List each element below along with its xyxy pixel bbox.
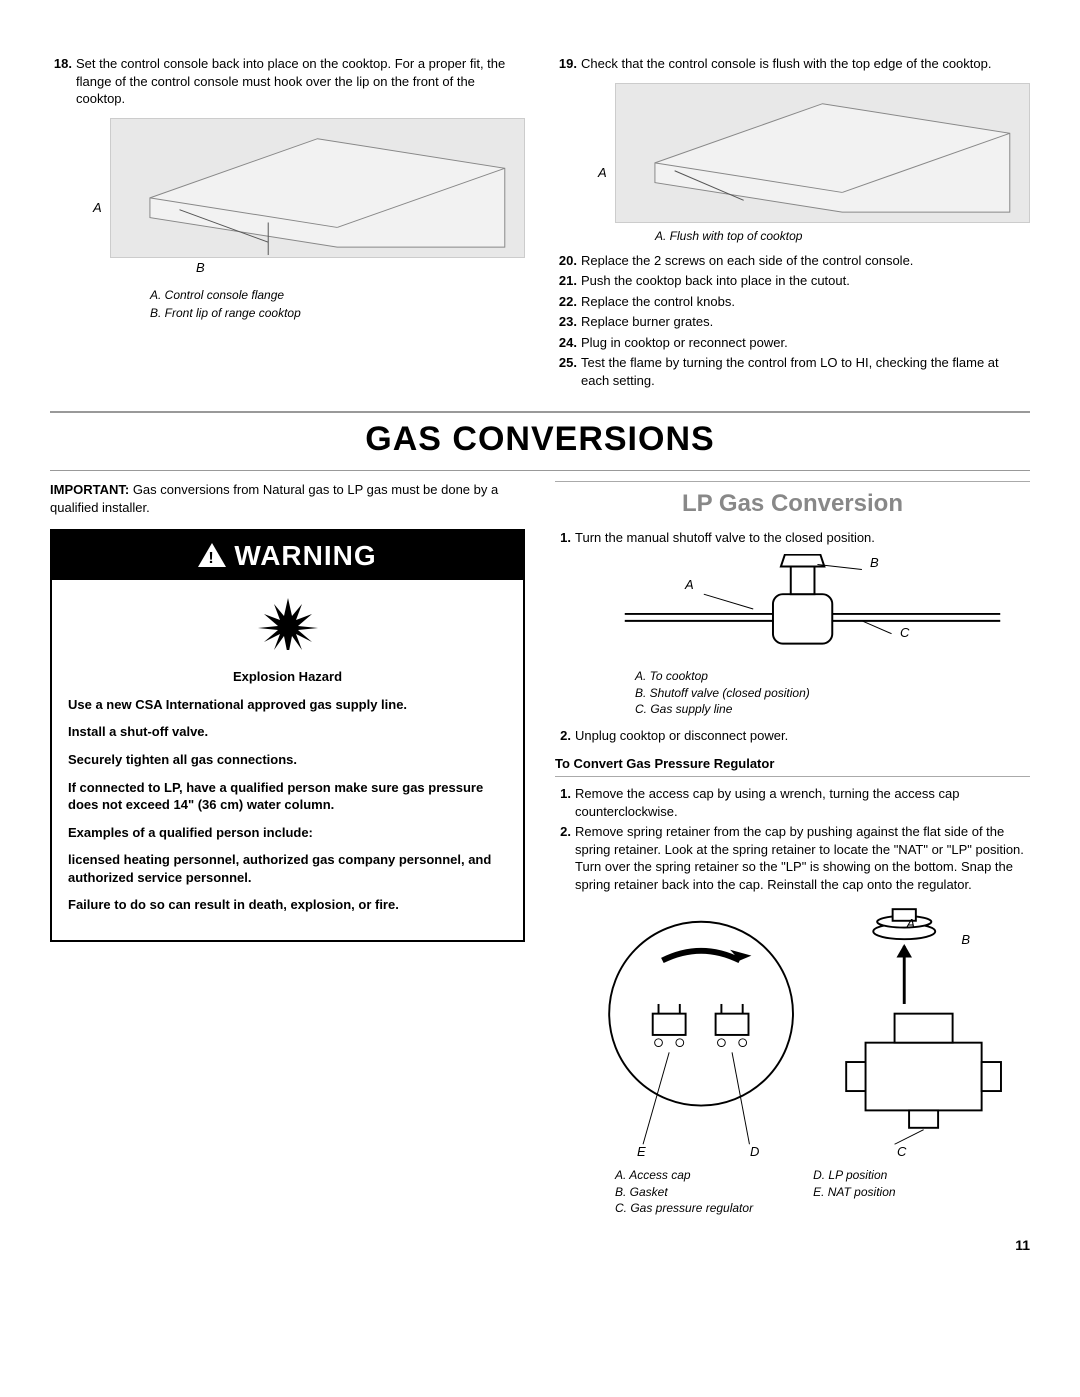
step-text: Turn the manual shutoff valve to the clo… xyxy=(575,529,1030,547)
fig-caption-a: A. Control console flange xyxy=(150,287,525,303)
step-num: 23. xyxy=(555,313,581,331)
step-25: 25.Test the flame by turning the control… xyxy=(555,354,1030,389)
lower-columns: IMPORTANT: Gas conversions from Natural … xyxy=(50,481,1030,1215)
step-23: 23.Replace burner grates. xyxy=(555,313,1030,331)
step-24: 24.Plug in cooktop or reconnect power. xyxy=(555,334,1030,352)
warning-line: Examples of a qualified person include: xyxy=(68,824,507,842)
step-20: 20.Replace the 2 screws on each side of … xyxy=(555,252,1030,270)
fig-label-a: A xyxy=(685,576,694,594)
thin-divider xyxy=(50,470,1030,471)
warning-line: Use a new CSA International approved gas… xyxy=(68,696,507,714)
page-number: 11 xyxy=(50,1236,1030,1255)
fig2-caption-b: B. Shutoff valve (closed position) xyxy=(635,685,1030,701)
step-num: 2. xyxy=(555,727,575,745)
step-text: Remove the access cap by using a wrench,… xyxy=(575,785,1030,820)
fig2-caption-a: A. To cooktop xyxy=(635,668,1030,684)
fig-caption-b: B. Front lip of range cooktop xyxy=(150,305,525,321)
fig3-caption-e: E. NAT position xyxy=(813,1184,895,1200)
top-right-col: 19. Check that the control console is fl… xyxy=(555,55,1030,393)
step-text: Replace the control knobs. xyxy=(581,293,1030,311)
warning-header-text: WARNING xyxy=(234,537,376,575)
step-num: 21. xyxy=(555,272,581,290)
step-22: 22.Replace the control knobs. xyxy=(555,293,1030,311)
explosion-icon xyxy=(68,598,507,658)
fig3-caption-d: D. LP position xyxy=(813,1167,895,1183)
warning-triangle-icon xyxy=(198,543,226,567)
top-columns: 18. Set the control console back into pl… xyxy=(50,55,1030,393)
warning-header: WARNING xyxy=(52,531,523,581)
warning-line: If connected to LP, have a qualified per… xyxy=(68,779,507,814)
step-num: 2. xyxy=(555,823,575,893)
step-21: 21.Push the cooktop back into place in t… xyxy=(555,272,1030,290)
important-note: IMPORTANT: Gas conversions from Natural … xyxy=(50,481,525,516)
step-19: 19. Check that the control console is fl… xyxy=(555,55,1030,73)
step-text: Remove spring retainer from the cap by p… xyxy=(575,823,1030,893)
fig3-caption-a: A. Access cap xyxy=(615,1167,753,1183)
figure-shutoff-valve: A B C xyxy=(605,554,1020,664)
warning-body: Explosion Hazard Use a new CSA Internati… xyxy=(52,580,523,939)
fig3-caption-b: B. Gasket xyxy=(615,1184,753,1200)
fig-label-c: C xyxy=(897,1143,906,1161)
step-num: 22. xyxy=(555,293,581,311)
lp-step-1: 1. Turn the manual shutoff valve to the … xyxy=(555,529,1030,547)
figure-cooktop-right: A xyxy=(615,83,1030,223)
fig3-caption-c: C. Gas pressure regulator xyxy=(615,1200,753,1216)
step-text: Plug in cooktop or reconnect power. xyxy=(581,334,1030,352)
step-18: 18. Set the control console back into pl… xyxy=(50,55,525,108)
lower-right-col: LP Gas Conversion 1. Turn the manual shu… xyxy=(555,481,1030,1215)
fig-label-a: A xyxy=(93,199,102,217)
hazard-title: Explosion Hazard xyxy=(68,668,507,686)
fig-label-b: B xyxy=(196,259,205,277)
step-num: 19. xyxy=(555,55,581,73)
fig-label-b: B xyxy=(961,931,970,949)
section-divider xyxy=(50,411,1030,413)
top-left-col: 18. Set the control console back into pl… xyxy=(50,55,525,393)
fig3-caption-grid: A. Access cap B. Gasket C. Gas pressure … xyxy=(615,1167,1030,1216)
step-text: Replace the 2 screws on each side of the… xyxy=(581,252,1030,270)
lower-left-col: IMPORTANT: Gas conversions from Natural … xyxy=(50,481,525,1215)
warning-line: licensed heating personnel, authorized g… xyxy=(68,851,507,886)
sub-rule xyxy=(555,776,1030,777)
step-text: Check that the control console is flush … xyxy=(581,55,1030,73)
warning-line: Install a shut-off valve. xyxy=(68,723,507,741)
fig-label-b: B xyxy=(870,554,879,572)
figure-cooktop-left: A B xyxy=(110,118,525,258)
step-num: 1. xyxy=(555,785,575,820)
step-text: Replace burner grates. xyxy=(581,313,1030,331)
step-text: Push the cooktop back into place in the … xyxy=(581,272,1030,290)
step-num: 20. xyxy=(555,252,581,270)
step-num: 1. xyxy=(555,529,575,547)
step-text: Unplug cooktop or disconnect power. xyxy=(575,727,1030,745)
warning-line: Securely tighten all gas connections. xyxy=(68,751,507,769)
fig-label-d: D xyxy=(750,1143,759,1161)
fig-label-a: A xyxy=(598,164,607,182)
fig-label-a: A xyxy=(906,915,915,933)
step-num: 24. xyxy=(555,334,581,352)
fig-label-c: C xyxy=(900,624,909,642)
fig-label-e: E xyxy=(637,1143,646,1161)
lp-title: LP Gas Conversion xyxy=(555,488,1030,520)
fig2-caption-c: C. Gas supply line xyxy=(635,701,1030,717)
step-num: 18. xyxy=(50,55,76,108)
section-title: GAS CONVERSIONS xyxy=(50,417,1030,463)
lp-step-2: 2. Unplug cooktop or disconnect power. xyxy=(555,727,1030,745)
step-text: Test the flame by turning the control fr… xyxy=(581,354,1030,389)
reg-step-2: 2. Remove spring retainer from the cap b… xyxy=(555,823,1030,893)
reg-step-1: 1. Remove the access cap by using a wren… xyxy=(555,785,1030,820)
important-label: IMPORTANT: xyxy=(50,482,129,497)
sub-divider xyxy=(555,481,1030,482)
fig-caption-a: A. Flush with top of cooktop xyxy=(655,228,1030,244)
step-num: 25. xyxy=(555,354,581,389)
warning-box: WARNING Explosion Hazard Use a new CSA I… xyxy=(50,529,525,942)
regulator-subhead: To Convert Gas Pressure Regulator xyxy=(555,755,1030,773)
warning-line: Failure to do so can result in death, ex… xyxy=(68,896,507,914)
figure-regulator: A B C D E xyxy=(585,903,1030,1163)
step-text: Set the control console back into place … xyxy=(76,55,525,108)
